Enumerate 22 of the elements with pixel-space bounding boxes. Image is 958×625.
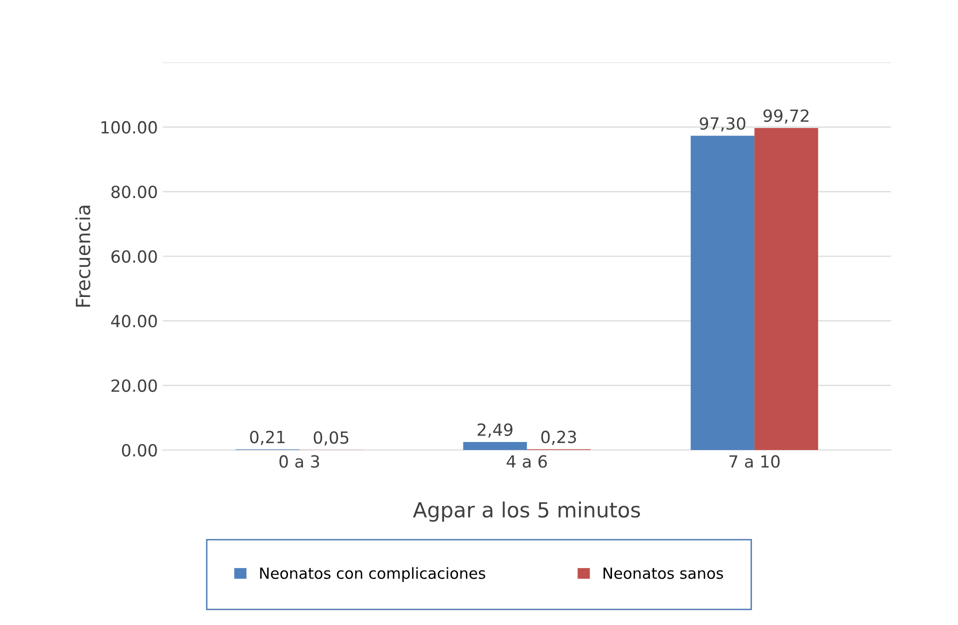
data-label: 0,21: [250, 430, 285, 446]
y-axis-title: Frecuencia: [75, 206, 90, 307]
data-label: 99,72: [763, 109, 808, 124]
y-tick-label: 20.00: [112, 379, 157, 392]
data-label: 0,23: [541, 430, 576, 445]
x-tick-label: 0 a 3: [279, 455, 320, 468]
legend-label: Neonatos con complicaciones: [260, 567, 486, 582]
legend-label: Neonatos sanos: [604, 568, 724, 579]
data-label: 2,49: [478, 423, 512, 438]
y-tick-label: 0.00: [122, 444, 157, 457]
y-tick-label: 100.00: [102, 121, 157, 134]
bar: [690, 136, 754, 450]
y-tick-label: 60.00: [111, 250, 157, 263]
x-tick-label: 4 a 6: [506, 455, 547, 468]
data-label: 0,05: [314, 431, 348, 446]
bar: [754, 128, 818, 450]
y-tick-label: 80.00: [111, 186, 157, 198]
data-label: 97,30: [700, 117, 746, 132]
bar: [463, 442, 527, 450]
x-axis-title: Agpar a los 5 minutos: [412, 502, 640, 522]
y-tick-label: 40.00: [111, 314, 157, 328]
x-tick-label: 7 a 10: [729, 455, 780, 468]
